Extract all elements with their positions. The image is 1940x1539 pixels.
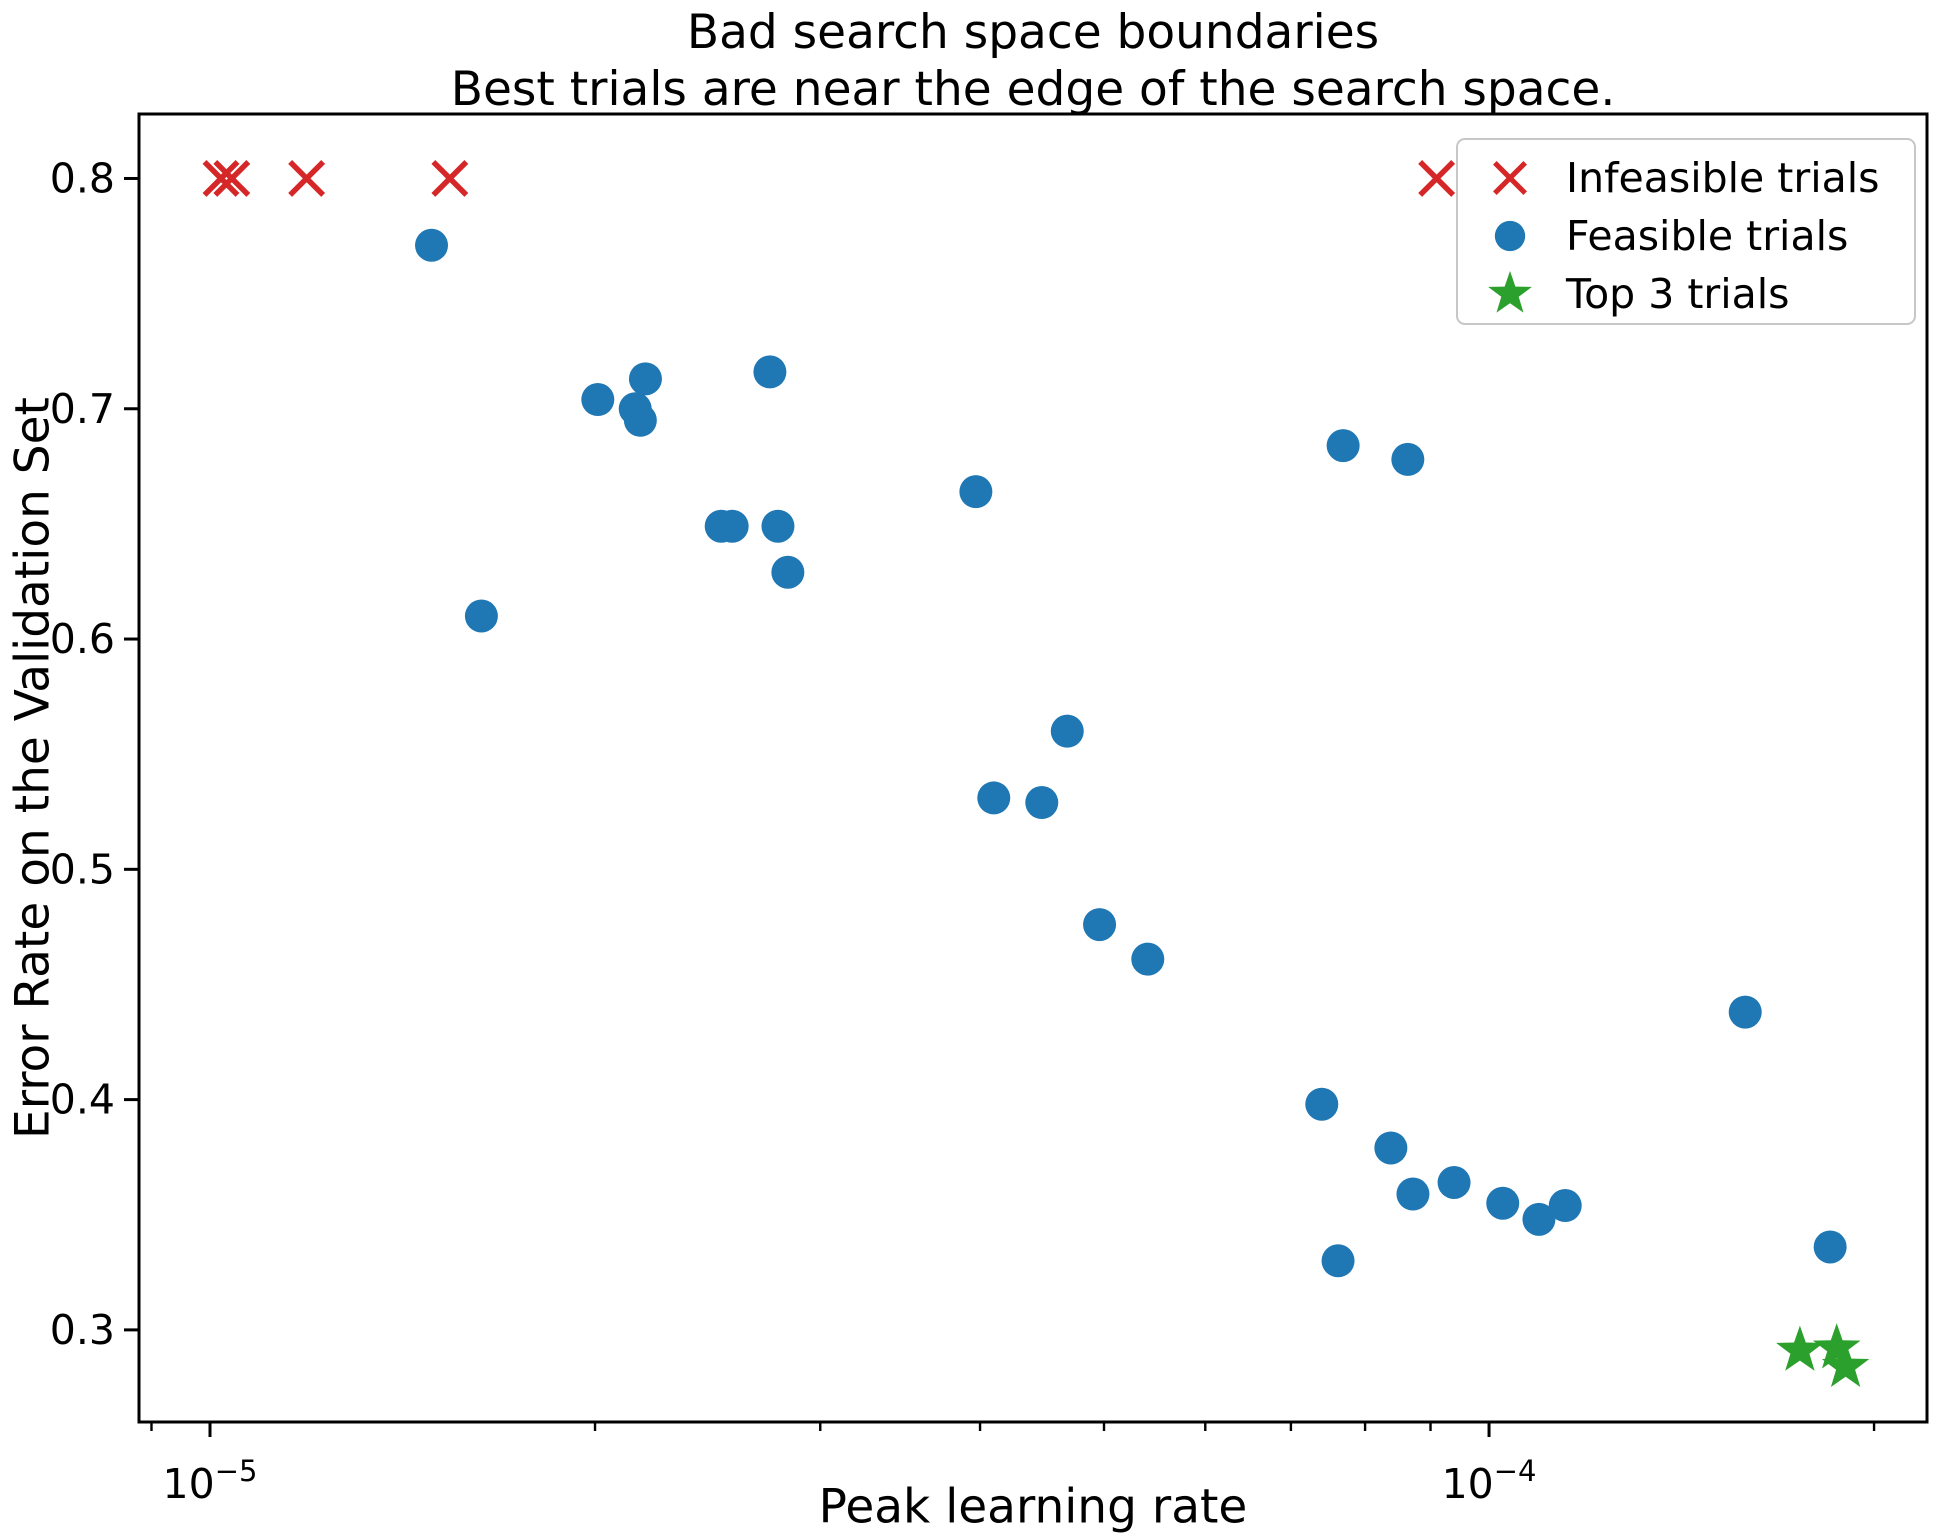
legend-item-top3: Top 3 trials: [1484, 265, 1914, 323]
feasible-trial-marker: [628, 362, 662, 396]
feasible-trial-marker: [1813, 1230, 1847, 1264]
feasible-trial-marker: [1391, 442, 1425, 476]
feasible-trial-marker: [959, 475, 993, 509]
infeasible-trial-marker: [431, 160, 469, 197]
feasible-trial-marker: [464, 599, 498, 633]
feasible-trial-marker: [1486, 1186, 1520, 1220]
chart-title-line1: Bad search space boundaries: [686, 5, 1380, 60]
feasible-trial-marker: [771, 555, 805, 589]
feasible-trial-marker: [415, 228, 449, 262]
feasible-trial-marker: [1728, 995, 1762, 1029]
feasible-trial-marker: [761, 509, 795, 543]
y-tick-label: 0.5: [50, 845, 115, 893]
top3-trial-marker: [1776, 1325, 1824, 1371]
legend-item-feasible: Feasible trials: [1484, 207, 1914, 265]
infeasible-trial-marker: [1418, 160, 1456, 197]
legend-label-feasible: Feasible trials: [1566, 212, 1849, 260]
feasible-trial-marker: [1050, 714, 1084, 748]
feasible-trial-marker: [1305, 1087, 1339, 1121]
feasible-trial-marker: [1025, 786, 1059, 820]
feasible-trial-marker: [1131, 942, 1165, 976]
circle-marker-icon: [1494, 220, 1526, 252]
feasible-trial-marker: [1321, 1244, 1355, 1278]
circle-legend-glyph: [1494, 220, 1526, 252]
feasible-trial-marker: [1396, 1177, 1430, 1211]
infeasible-trial-marker: [288, 160, 326, 197]
feasible-trial-marker: [1548, 1189, 1582, 1223]
feasible-trial-marker: [581, 383, 615, 417]
legend-label-top3: Top 3 trials: [1566, 270, 1790, 318]
feasible-trial-marker: [1326, 429, 1360, 463]
legend-item-infeasible: Infeasible trials: [1484, 149, 1914, 207]
chart-title-line2: Best trials are near the edge of the sea…: [450, 62, 1616, 117]
axes-spines: [137, 112, 1929, 1424]
infeasible-trial-marker: [202, 160, 240, 197]
infeasible-trial-marker: [213, 160, 251, 197]
y-tick-label: 0.6: [50, 615, 115, 663]
feasible-trial-marker: [623, 403, 657, 437]
x-tick-label: 10−5: [163, 1454, 258, 1508]
legend: Infeasible trials Feasible trials Top 3 …: [1456, 138, 1916, 325]
y-tick-label: 0.3: [50, 1306, 115, 1354]
star-marker-icon: [1488, 271, 1532, 313]
feasible-trial-marker: [715, 509, 749, 543]
y-tick-label: 0.8: [50, 154, 115, 202]
top3-trial-marker: [1821, 1341, 1870, 1387]
y-tick-label: 0.4: [50, 1076, 115, 1124]
feasible-trial-marker: [1437, 1166, 1471, 1200]
feasible-trial-marker: [1522, 1202, 1556, 1236]
x-legend-glyph: [1493, 161, 1527, 195]
chart-title: Bad search space boundaries Best trials …: [139, 4, 1927, 118]
star-legend-glyph: [1488, 271, 1532, 313]
feasible-trial-marker: [977, 781, 1011, 815]
x-axis-label: Peak learning rate: [818, 1479, 1248, 1535]
top3-trial-marker: [1812, 1323, 1861, 1369]
legend-label-infeasible: Infeasible trials: [1566, 154, 1880, 202]
feasible-trial-marker: [753, 355, 787, 389]
feasible-trial-marker: [1083, 908, 1117, 942]
y-tick-label: 0.7: [50, 385, 115, 433]
x-marker-icon: [1493, 161, 1527, 195]
feasible-trial-marker: [1374, 1131, 1408, 1165]
x-tick-label: 10−4: [1442, 1454, 1537, 1508]
